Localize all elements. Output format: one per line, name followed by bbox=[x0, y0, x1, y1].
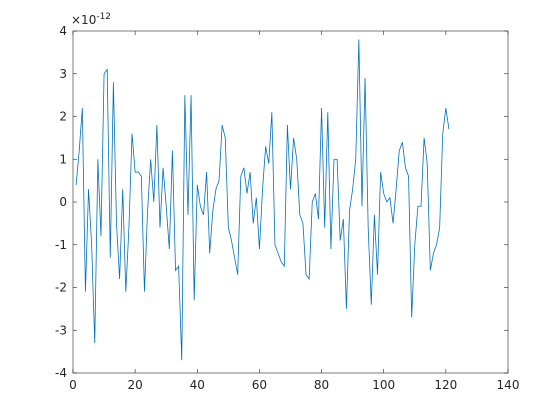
y-tick-label: -3 bbox=[55, 323, 67, 337]
x-tick-label: 0 bbox=[69, 378, 77, 392]
y-tick-label: 4 bbox=[59, 24, 67, 38]
y-tick-label: 0 bbox=[59, 195, 67, 209]
exponent-power: -12 bbox=[96, 12, 111, 22]
plot-area bbox=[72, 30, 509, 374]
x-tick-label: 120 bbox=[434, 378, 457, 392]
data-line bbox=[75, 39, 450, 361]
y-tick-label: 3 bbox=[59, 67, 67, 81]
x-tick-label: 60 bbox=[252, 378, 267, 392]
exponent-base: ×10 bbox=[71, 13, 96, 27]
y-tick-label: -4 bbox=[55, 366, 67, 380]
x-tick-label: 20 bbox=[128, 378, 143, 392]
y-tick-label: 2 bbox=[59, 110, 67, 124]
x-tick-label: 100 bbox=[372, 378, 395, 392]
y-exponent: ×10-12 bbox=[71, 12, 111, 27]
x-tick-label: 140 bbox=[497, 378, 520, 392]
x-tick-label: 80 bbox=[314, 378, 329, 392]
y-tick-label: 1 bbox=[59, 152, 67, 166]
y-tick-label: -2 bbox=[55, 281, 67, 295]
y-tick-label: -1 bbox=[55, 238, 67, 252]
x-tick-label: 40 bbox=[190, 378, 205, 392]
